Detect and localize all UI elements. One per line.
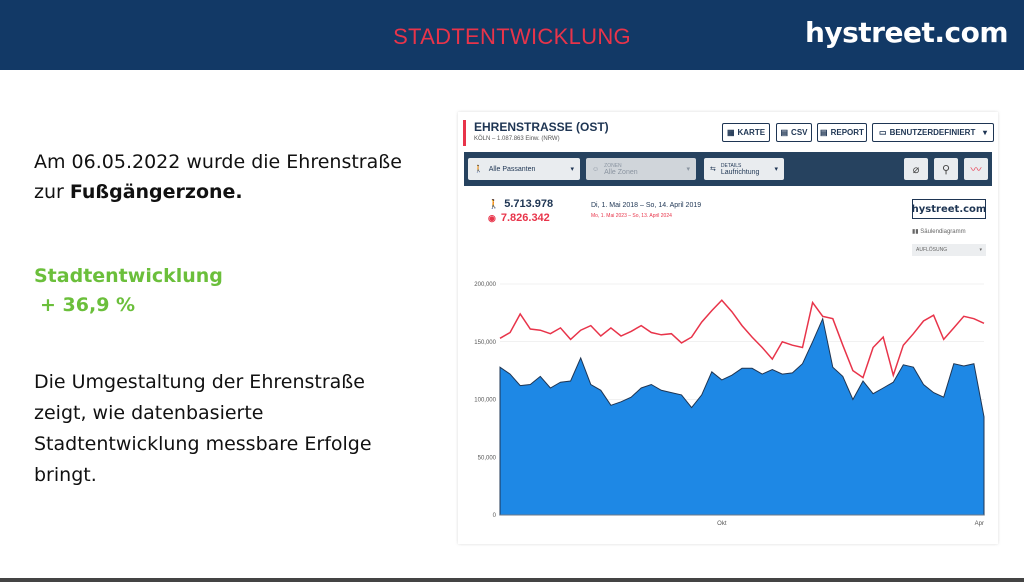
chevron-down-icon: ▾ (979, 247, 982, 253)
pedestrian-icon: 🚶 (488, 199, 500, 209)
chart-type-toggle[interactable]: ▮▮ Säulendiagramm (912, 228, 966, 235)
brand-logo: hystreet.com (804, 16, 1009, 49)
y-tick-label: 150,000 (474, 340, 496, 346)
count-secondary: ◉ 7.826.342 (488, 212, 550, 224)
location-subtitle: KÖLN – 1.087.863 Einw. (NRW) (474, 136, 560, 142)
location-accent (463, 120, 466, 146)
date-range-label: BENUTZERDEFINIERT (889, 128, 976, 137)
location-compare-button[interactable]: ⚲ (934, 158, 958, 180)
series-area-primary (499, 317, 985, 516)
map-button[interactable]: ▦ KARTE (722, 123, 770, 142)
intro-line-1: Am 06.05.2022 wurde die Ehrenstraße (34, 151, 402, 173)
period-secondary: Mo, 1. Mai 2023 – So, 13. April 2024 (591, 213, 672, 219)
growth-label: Stadtentwicklung (34, 265, 223, 287)
zones-icon: ☺ (592, 165, 600, 173)
period-primary: Di, 1. Mai 2018 – So, 14. April 2019 (591, 202, 702, 209)
compare-icon: ◉ (488, 213, 496, 223)
description-line: bringt. (34, 464, 97, 486)
direction-text: DETAILS Laufrichtung (721, 163, 760, 176)
page-title: STADTENTWICKLUNG (393, 24, 631, 49)
csv-button-label: CSV (791, 128, 808, 137)
passers-select[interactable]: 🚶 Alle Passanten ▾ (468, 158, 580, 180)
direction-value: Laufrichtung (720, 168, 760, 176)
zones-text: ZONEN Alle Zonen (604, 163, 637, 176)
intro-line-2: zur Fußgängerzone. (34, 177, 402, 207)
location-pin-icon: ⚲ (941, 163, 951, 176)
count-primary: 🚶 5.713.978 (488, 198, 553, 210)
report-icon: ▤ (820, 128, 828, 137)
average-icon: ⌀ (912, 163, 920, 176)
hystreet-logo: hystreet.com (912, 199, 986, 219)
zones-select[interactable]: ☺ ZONEN Alle Zonen ▾ (586, 158, 696, 180)
pedestrian-icon: 🚶 (474, 166, 483, 173)
pedestrian-chart: 0 50,000 100,000 150,000 200,000 Okt Apr (474, 282, 985, 527)
description-line: zeigt, wie datenbasierte (34, 402, 264, 424)
map-button-label: KARTE (737, 128, 766, 137)
intro-prefix: zur (34, 181, 70, 203)
growth-value: + 36,9 % (40, 294, 136, 316)
zones-value: Alle Zonen (604, 168, 638, 176)
calendar-icon: ▭ (879, 128, 887, 137)
count-primary-value: 5.713.978 (504, 198, 554, 210)
description-line: Die Umgestaltung der Ehrenstraße (34, 371, 365, 393)
y-tick-label: 100,000 (474, 398, 496, 404)
direction-select[interactable]: ⇆ DETAILS Laufrichtung ▾ (704, 158, 784, 180)
details-label: DETAILS (720, 162, 742, 169)
chart-type-label: Säulendiagramm (920, 229, 966, 235)
chevron-down-icon: ▾ (982, 128, 987, 137)
resolution-select[interactable]: AUFLÖSUNG ▾ (912, 244, 986, 256)
y-tick-label: 0 (493, 513, 497, 519)
average-button[interactable]: ⌀ (904, 158, 928, 180)
direction-icon: ⇆ (710, 166, 716, 173)
filter-bar: 🚶 Alle Passanten ▾ ☺ ZONEN Alle Zonen ▾ ⇆… (464, 152, 992, 186)
location-title: EHRENSTRASSE (OST) (474, 120, 609, 134)
description-line: Stadtentwicklung messbare Erfolge (34, 433, 372, 455)
x-tick-label: Apr (975, 521, 984, 527)
intro-text: Am 06.05.2022 wurde die Ehrenstraße zur … (34, 147, 402, 207)
passers-value: Alle Passanten (488, 165, 536, 173)
series-line-secondary (499, 299, 985, 379)
y-tick-label: 50,000 (478, 455, 497, 461)
report-button[interactable]: ▤ REPORT (817, 123, 867, 142)
csv-button[interactable]: ▤ CSV (776, 123, 812, 142)
chevron-down-icon: ▾ (774, 166, 778, 173)
growth-block: Stadtentwicklung + 36,9 % (34, 262, 223, 320)
x-tick-label: Okt (717, 521, 727, 527)
trend-toggle-button[interactable]: 〰 (964, 158, 988, 180)
chart-line-icon: 〰 (970, 164, 982, 176)
report-button-label: REPORT (830, 128, 864, 137)
resolution-label: AUFLÖSUNG (916, 247, 948, 253)
bottom-divider (0, 578, 1024, 582)
dashboard-screenshot: EHRENSTRASSE (OST) KÖLN – 1.087.863 Einw… (458, 112, 998, 544)
map-icon: ▦ (726, 128, 735, 137)
date-range-select[interactable]: ▭ BENUTZERDEFINIERT ▾ (872, 123, 994, 142)
intro-highlight: Fußgängerzone. (69, 181, 243, 203)
chevron-down-icon: ▾ (570, 166, 574, 173)
count-secondary-value: 7.826.342 (500, 212, 550, 224)
chevron-down-icon: ▾ (686, 166, 690, 173)
description-text: Die Umgestaltung der Ehrenstraße zeigt, … (34, 367, 372, 491)
header-bar: STADTENTWICKLUNG hystreet.com (0, 0, 1024, 70)
zones-label: ZONEN (604, 162, 622, 169)
bar-chart-icon: ▮▮ (912, 229, 919, 235)
file-icon: ▤ (780, 128, 789, 137)
y-tick-label: 200,000 (474, 282, 496, 288)
